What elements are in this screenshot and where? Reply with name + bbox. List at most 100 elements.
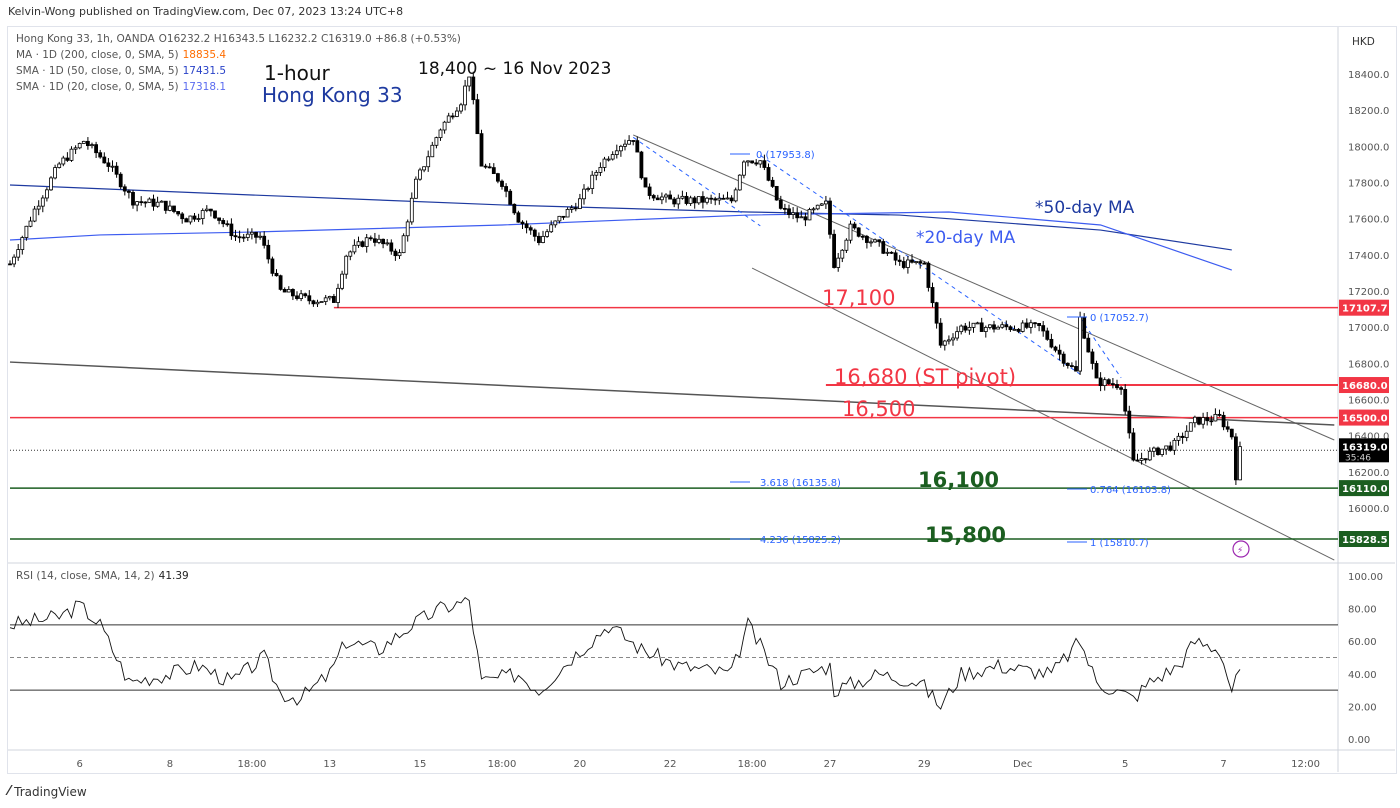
fib-leg [1079,317,1122,379]
candle [442,120,447,134]
candle [278,274,283,291]
candle [877,239,882,247]
candle [344,254,349,279]
published-caption: Kelvin-Wong published on TradingView.com… [8,5,404,18]
annotation-name: Hong Kong 33 [262,83,403,107]
candle [660,192,664,205]
time-tick-label: 18:00 [237,759,266,770]
candle-body [643,177,648,188]
annotation-timeframe: 1-hour [264,61,331,85]
candle-body [971,322,976,328]
candle [249,228,254,240]
candle-body [778,199,783,209]
candle [500,179,504,190]
candle-body [614,150,619,155]
candle-body [684,195,689,204]
price-tick-label: 16600.0 [1348,395,1389,406]
candle-body [651,195,656,199]
candle-body [1061,353,1066,364]
candle [1012,325,1017,331]
candle-body [483,165,488,168]
candle [184,217,189,223]
candle-body [237,236,242,239]
candle [524,220,529,234]
fib-level-label: 0.764 (16103.8) [1090,485,1171,496]
candle-body [1156,447,1160,456]
candle [368,235,373,241]
candle [709,194,713,204]
candle-body [860,235,865,238]
candle [377,234,381,245]
candle-body [454,110,459,117]
candle-body [385,242,390,245]
candle-body [824,200,828,205]
candle-body [94,144,98,154]
candle-body [508,190,513,205]
candle [836,252,841,272]
candle [57,161,62,169]
candle [1131,428,1136,462]
price-tag [1339,409,1389,426]
candle [1098,372,1103,392]
candle [61,155,66,167]
candle [1119,386,1123,395]
candle-body [1131,432,1136,461]
candle [754,159,759,167]
candle-body [967,327,972,331]
candle-body [1201,417,1205,425]
candle [81,140,86,144]
candle-body [692,197,697,204]
price-tick-label: 18000.0 [1348,142,1389,153]
candle-body [836,257,841,268]
candle-body [1197,416,1201,425]
candle [172,205,176,214]
candle [746,160,750,167]
candle [176,211,181,217]
candle [504,183,509,198]
candle-body [811,208,816,211]
candle-body [459,104,463,112]
candle-body [1016,328,1021,332]
candle [36,200,41,216]
candle [717,193,722,205]
candle-body [172,205,176,212]
candle [889,251,894,255]
candle-body [1115,384,1119,389]
candle-body [893,252,898,261]
candle [459,102,463,114]
candle [1045,327,1050,341]
candle [791,207,795,220]
candle-body [869,241,873,244]
candle-body [901,261,906,268]
candle-body [426,156,431,168]
candle-body [32,208,37,222]
candle [364,234,369,253]
candle-body [192,215,197,220]
candle-body [795,212,800,219]
candle-body [188,215,193,223]
ohlc-values: O16232.2 H16343.5 L16232.2 C16319.0 +86.… [158,33,461,45]
candle-body [1205,417,1210,422]
candle-body [139,201,144,204]
candle-body [340,273,345,289]
candle [229,218,234,240]
candle-body [819,203,824,206]
candle [143,201,148,208]
candle [815,204,820,211]
candle [1102,377,1107,391]
candle [1024,318,1029,330]
candle-body [553,220,558,226]
candle [16,244,21,261]
candle [397,249,402,259]
time-tick-label: 6 [77,759,83,770]
candle [1188,422,1193,432]
candle-body [733,189,738,202]
candle [926,261,931,292]
candle [1111,378,1115,389]
candle [20,235,25,255]
candle-body [475,99,480,135]
price-tag-label: 15828.5 [1342,535,1388,546]
candle [434,136,439,149]
candle-body [844,239,849,251]
